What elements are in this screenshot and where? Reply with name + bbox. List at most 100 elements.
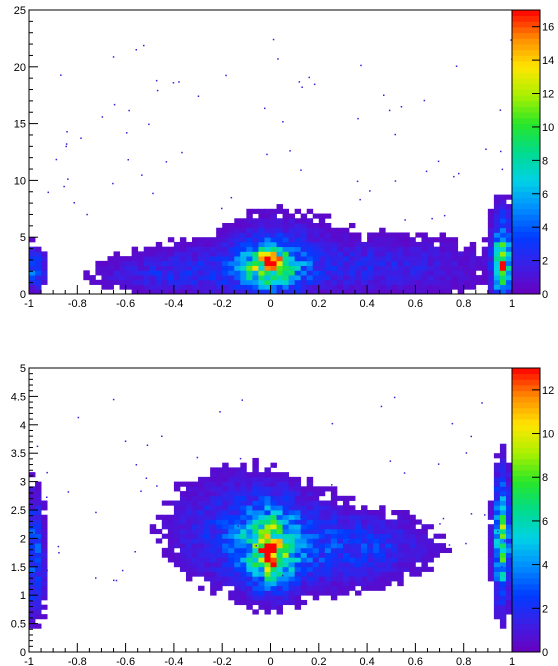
heatmap-cell	[276, 204, 283, 210]
heatmap-cell	[198, 256, 205, 262]
heatmap-cell	[355, 519, 362, 525]
heatmap-cell	[355, 275, 362, 281]
heatmap-cell	[306, 557, 314, 563]
heatmap-cell	[493, 533, 501, 539]
heatmap-cell	[258, 246, 265, 252]
heatmap-cell	[192, 495, 199, 501]
color-bar-band	[512, 521, 540, 528]
y-tick-label: 15	[14, 119, 26, 131]
heatmap-cell	[445, 260, 453, 266]
outlier-point	[128, 109, 130, 112]
color-bar-band	[512, 38, 540, 45]
heatmap-cell	[282, 552, 290, 558]
heatmap-cell	[385, 528, 392, 535]
heatmap-cell	[198, 279, 205, 285]
heatmap-cell	[318, 585, 326, 591]
heatmap-cell	[499, 472, 507, 478]
heatmap-cell	[252, 505, 259, 511]
heatmap-cell	[246, 232, 253, 238]
heatmap-cell	[282, 538, 290, 544]
heatmap-cell	[361, 543, 368, 549]
heatmap-cells	[29, 38, 513, 295]
heatmap-cell	[198, 533, 205, 539]
heatmap-cell	[35, 505, 42, 511]
heatmap-cell	[270, 260, 277, 266]
heatmap-cell	[445, 256, 453, 262]
heatmap-cell	[409, 251, 416, 257]
heatmap-cell	[451, 251, 459, 257]
color-bar-band	[512, 89, 540, 96]
heatmap-cell	[228, 528, 235, 535]
heatmap-cell	[493, 227, 501, 233]
heatmap-cell	[475, 279, 483, 285]
heatmap-cell	[216, 538, 223, 544]
color-bar-tick-label: 4	[542, 222, 548, 234]
heatmap-cell	[149, 251, 157, 257]
outlier-point	[63, 185, 65, 188]
heatmap-cell	[252, 251, 259, 257]
heatmap-cell	[385, 275, 392, 281]
heatmap-cell	[342, 585, 350, 591]
heatmap-cell	[240, 533, 247, 539]
heatmap-cell	[29, 547, 36, 553]
heatmap-cell	[336, 547, 344, 553]
heatmap-cell	[198, 237, 205, 243]
heatmap-cell	[270, 462, 277, 468]
heatmap-cell	[35, 552, 42, 558]
heatmap-cell	[276, 486, 283, 492]
heatmap-cell	[493, 462, 501, 468]
heatmap-cell	[246, 213, 253, 219]
heatmap-cell	[415, 265, 422, 271]
heatmap-cell	[499, 218, 507, 224]
heatmap-cell	[397, 524, 404, 530]
heatmap-cell	[361, 251, 368, 257]
heatmap-cell	[258, 552, 265, 558]
heatmap-cell	[252, 557, 259, 563]
heatmap-cell	[276, 270, 283, 276]
heatmap-cell	[228, 510, 235, 516]
heatmap-cell	[403, 279, 410, 285]
heatmap-cell	[379, 289, 386, 295]
color-bar-band	[512, 140, 540, 147]
outlier-point	[484, 514, 486, 516]
heatmap-cell	[35, 533, 42, 539]
heatmap-cell	[493, 505, 501, 511]
heatmap-cell	[185, 289, 193, 295]
x-tick-label: -1	[24, 656, 34, 666]
heatmap-cell	[294, 241, 302, 248]
heatmap-cell	[246, 571, 253, 577]
heatmap-cell	[499, 552, 507, 558]
heatmap-cell	[222, 491, 229, 497]
color-bar-band	[512, 634, 540, 642]
heatmap-cell	[318, 237, 326, 243]
heatmap-cell	[385, 562, 392, 568]
heatmap-cell	[240, 237, 247, 243]
heatmap-cell	[505, 237, 513, 243]
heatmap-cell	[306, 528, 314, 535]
heatmap-cell	[234, 505, 241, 511]
heatmap-cell	[252, 472, 259, 478]
heatmap-cell	[493, 514, 501, 520]
heatmap-cell	[499, 623, 507, 629]
heatmap-cell	[179, 543, 187, 549]
color-bar-band	[512, 123, 540, 130]
heatmap-cell	[258, 595, 265, 601]
heatmap-cell	[391, 557, 398, 563]
heatmap-cell	[252, 519, 259, 525]
heatmap-cell	[264, 279, 271, 285]
heatmap-cell	[487, 566, 495, 572]
heatmap-cell	[355, 590, 362, 596]
heatmap-cell	[282, 505, 290, 511]
heatmap-cell	[276, 599, 283, 606]
heatmap-cell	[439, 256, 446, 262]
heatmap-cell	[336, 232, 344, 238]
heatmap-cell	[385, 289, 392, 295]
heatmap-cell	[264, 557, 271, 563]
heatmap-cell	[433, 279, 440, 285]
heatmap-cell	[505, 538, 513, 544]
heatmap-cell	[397, 543, 404, 549]
heatmap-cell	[179, 524, 187, 530]
heatmap-cell	[361, 260, 368, 266]
heatmap-cell	[222, 279, 229, 285]
